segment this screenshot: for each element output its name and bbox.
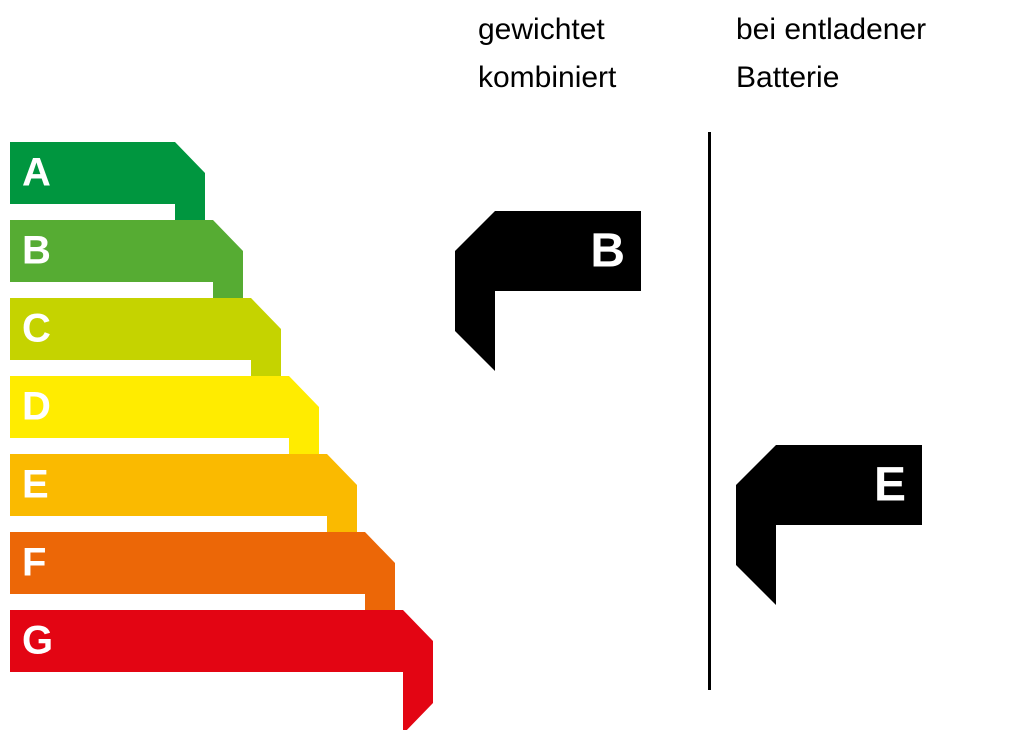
pointer-arrow-icon: [736, 445, 776, 605]
scale-bar-A: A: [10, 142, 205, 204]
scale-bar-C: C: [10, 298, 281, 360]
header-col2-line1: bei entladener: [736, 12, 926, 48]
scale-bar-body: [10, 454, 327, 516]
header-col1-line2: kombiniert: [478, 60, 616, 96]
header-col1-line1: gewichtet: [478, 12, 605, 48]
scale-bar-arrow-icon: [403, 610, 433, 730]
rating-pointer-col1: B: [455, 211, 641, 291]
scale-bar-B: B: [10, 220, 243, 282]
pointer-label: B: [590, 224, 625, 279]
scale-bar-letter: C: [22, 307, 51, 352]
pointer-label: E: [874, 458, 906, 513]
scale-bar-D: D: [10, 376, 319, 438]
scale-bar-G: G: [10, 610, 433, 672]
column-divider: [708, 132, 711, 690]
scale-bar-F: F: [10, 532, 395, 594]
scale-bar-letter: D: [22, 385, 51, 430]
scale-bar-letter: E: [22, 463, 49, 508]
scale-bar-E: E: [10, 454, 357, 516]
scale-bar-letter: G: [22, 619, 53, 664]
scale-bar-body: [10, 376, 289, 438]
scale-bar-letter: B: [22, 229, 51, 274]
scale-bar-letter: F: [22, 541, 46, 586]
scale-bar-body: [10, 532, 365, 594]
pointer-arrow-icon: [455, 211, 495, 371]
scale-bar-letter: A: [22, 151, 51, 196]
rating-pointer-col2: E: [736, 445, 922, 525]
energy-label-diagram: gewichtet kombiniert bei entladener Batt…: [0, 0, 1024, 730]
scale-bar-body: [10, 610, 403, 672]
header-col2-line2: Batterie: [736, 60, 839, 96]
